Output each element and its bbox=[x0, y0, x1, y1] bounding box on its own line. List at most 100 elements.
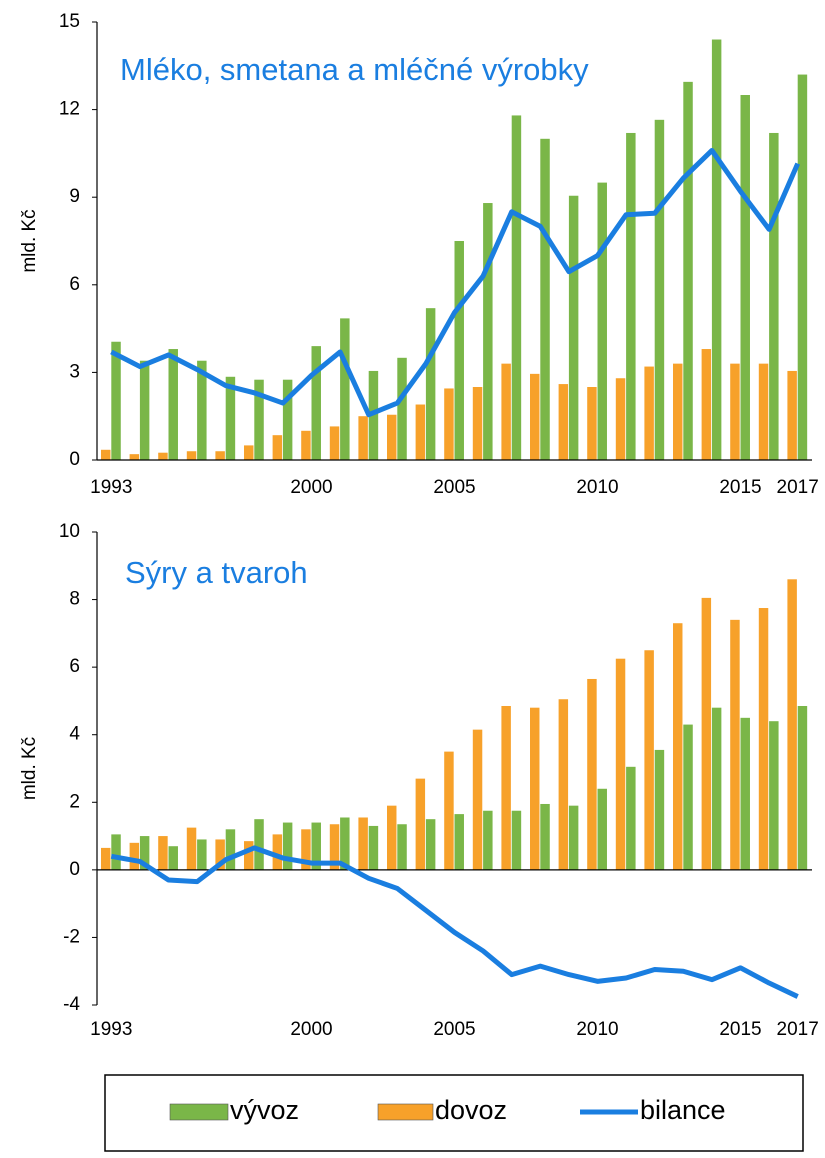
bar bbox=[597, 788, 607, 870]
bar bbox=[787, 370, 797, 460]
bar bbox=[797, 74, 808, 460]
bar bbox=[158, 452, 168, 460]
bar bbox=[587, 678, 597, 870]
legend-swatch bbox=[169, 1103, 229, 1121]
bar bbox=[425, 308, 436, 460]
y-tick-label: 6 bbox=[69, 656, 80, 677]
bar bbox=[282, 379, 293, 460]
legend-label: vývoz bbox=[230, 1095, 299, 1125]
bar bbox=[740, 717, 750, 870]
bar bbox=[415, 778, 426, 870]
line bbox=[110, 147, 800, 418]
bar bbox=[111, 834, 121, 870]
bar bbox=[215, 451, 225, 460]
bar bbox=[683, 81, 693, 461]
bar bbox=[568, 195, 579, 461]
bar bbox=[454, 814, 464, 870]
bar bbox=[758, 608, 769, 870]
bar bbox=[530, 373, 540, 460]
y-tick-label: -2 bbox=[63, 926, 80, 947]
bar bbox=[568, 805, 579, 870]
bar bbox=[683, 724, 693, 870]
bar bbox=[129, 842, 140, 870]
bar bbox=[340, 318, 350, 460]
bar bbox=[301, 829, 311, 870]
bar bbox=[311, 346, 321, 460]
bar bbox=[444, 751, 454, 870]
bar bbox=[701, 597, 712, 870]
y-tick-label: 12 bbox=[59, 99, 80, 120]
bar bbox=[158, 836, 168, 870]
bar bbox=[397, 357, 407, 460]
bar bbox=[797, 705, 808, 870]
y-tick-label: -4 bbox=[63, 994, 80, 1015]
line bbox=[110, 845, 799, 999]
bar bbox=[787, 579, 797, 870]
bar bbox=[501, 705, 511, 870]
y-tick-label: 0 bbox=[69, 449, 80, 470]
bar bbox=[272, 834, 283, 870]
bar bbox=[168, 846, 178, 870]
bar bbox=[301, 430, 311, 460]
bar bbox=[244, 445, 254, 460]
x-tick-label: 2005 bbox=[433, 1019, 475, 1040]
bar bbox=[530, 707, 540, 870]
x-tick-label: 2000 bbox=[290, 1019, 332, 1040]
bar bbox=[139, 360, 150, 460]
bar bbox=[730, 619, 740, 870]
bar bbox=[244, 841, 254, 870]
bar bbox=[311, 822, 321, 870]
bar bbox=[225, 829, 236, 870]
bar bbox=[254, 819, 264, 870]
y-tick-label: 10 bbox=[59, 521, 80, 542]
x-tick-label: 2010 bbox=[576, 477, 618, 498]
bar bbox=[340, 817, 350, 870]
bar bbox=[654, 749, 665, 870]
bar bbox=[397, 824, 407, 870]
x-tick-label: 2017 bbox=[777, 477, 819, 498]
bar bbox=[730, 363, 740, 460]
bar bbox=[101, 449, 111, 460]
bar bbox=[626, 132, 636, 460]
x-tick-label: 2000 bbox=[290, 477, 332, 498]
bar bbox=[711, 39, 722, 461]
bar bbox=[701, 349, 712, 460]
bar bbox=[197, 360, 207, 460]
bar bbox=[540, 803, 550, 870]
bar bbox=[225, 376, 236, 460]
bar bbox=[186, 451, 197, 460]
legend-box bbox=[104, 1074, 804, 1152]
x-tick-label: 2015 bbox=[719, 477, 761, 498]
bar bbox=[558, 384, 569, 460]
bar bbox=[769, 721, 779, 870]
bar bbox=[758, 363, 769, 460]
chart-title: Mléko, smetana a mléčné výrobky bbox=[120, 52, 589, 87]
bar bbox=[740, 95, 750, 460]
bar bbox=[358, 817, 368, 870]
legend-swatch bbox=[377, 1103, 434, 1121]
bar bbox=[483, 203, 493, 461]
bar bbox=[425, 819, 436, 870]
x-tick-label: 2015 bbox=[719, 1019, 761, 1040]
bar bbox=[444, 388, 454, 460]
y-tick-label: 6 bbox=[69, 274, 80, 295]
y-tick-label: 3 bbox=[69, 361, 80, 382]
bar bbox=[472, 729, 483, 870]
x-tick-label: 1993 bbox=[90, 1019, 132, 1040]
bar bbox=[101, 847, 111, 870]
bar bbox=[272, 435, 283, 460]
legend-label: bilance bbox=[640, 1095, 726, 1125]
bar bbox=[387, 414, 397, 460]
bar bbox=[358, 416, 368, 460]
bar bbox=[472, 387, 483, 460]
legend-label: dovoz bbox=[435, 1095, 507, 1125]
bar bbox=[540, 138, 550, 461]
y-tick-label: 8 bbox=[69, 589, 80, 610]
chart-title: Sýry a tvaroh bbox=[125, 555, 308, 590]
bar bbox=[197, 839, 207, 870]
bar bbox=[483, 810, 493, 870]
bar bbox=[387, 805, 397, 870]
bar bbox=[415, 404, 426, 460]
bar bbox=[644, 366, 654, 460]
